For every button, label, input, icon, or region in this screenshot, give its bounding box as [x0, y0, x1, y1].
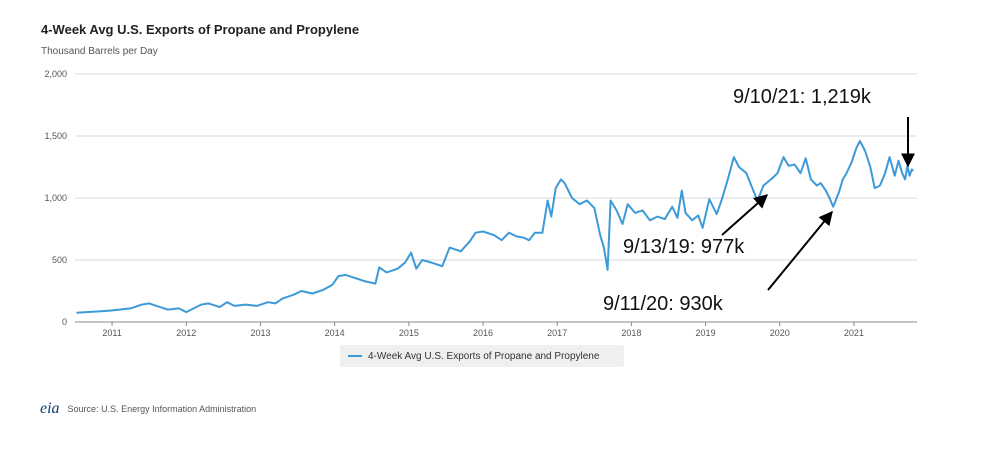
- x-tick-label: 2014: [325, 328, 345, 338]
- y-tick-label: 0: [62, 317, 67, 327]
- eia-logo: eia: [40, 400, 60, 417]
- annotation-label: 9/13/19: 977k: [623, 236, 745, 258]
- source-row: eia Source: U.S. Energy Information Admi…: [40, 400, 256, 418]
- annotation-arrow: [767, 210, 833, 291]
- annotation-label: 9/11/20: 930k: [603, 293, 724, 315]
- chart-subtitle: Thousand Barrels per Day: [41, 46, 158, 57]
- x-tick-label: 2015: [399, 328, 419, 338]
- y-tick-label: 1,500: [44, 131, 67, 141]
- x-tick-label: 2018: [621, 328, 641, 338]
- x-tick-label: 2017: [547, 328, 567, 338]
- y-tick-label: 2,000: [44, 69, 67, 79]
- chart-legend[interactable]: 4-Week Avg U.S. Exports of Propane and P…: [340, 345, 624, 367]
- x-tick-label: 2012: [176, 328, 196, 338]
- x-tick-label: 2020: [770, 328, 790, 338]
- legend-swatch: [348, 355, 362, 357]
- x-tick-label: 2021: [844, 328, 864, 338]
- legend-label: 4-Week Avg U.S. Exports of Propane and P…: [368, 350, 600, 362]
- x-tick-label: 2019: [696, 328, 716, 338]
- annotation-arrow: [721, 194, 769, 236]
- series-line: [76, 140, 914, 314]
- annotation-label: 9/10/21: 1,219k: [733, 86, 872, 108]
- x-tick-label: 2016: [473, 328, 493, 338]
- chart-title: 4-Week Avg U.S. Exports of Propane and P…: [41, 22, 360, 37]
- source-text: Source: U.S. Energy Information Administ…: [67, 404, 257, 414]
- x-tick-label: 2011: [102, 328, 121, 338]
- y-tick-label: 1,000: [44, 193, 67, 203]
- y-tick-label: 500: [52, 255, 67, 265]
- x-tick-label: 2013: [250, 328, 270, 338]
